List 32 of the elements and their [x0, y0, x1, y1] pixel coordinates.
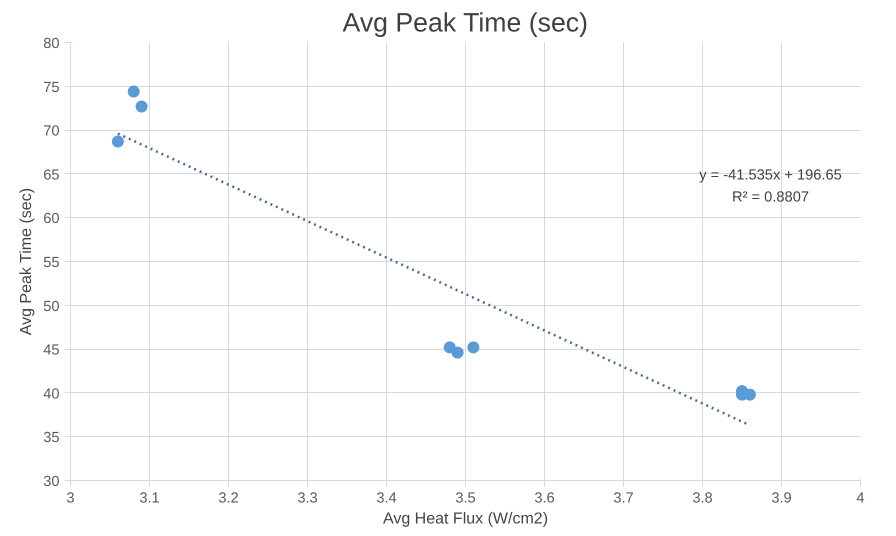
- point: [128, 86, 140, 98]
- x-tick-label: 3.2: [218, 490, 239, 506]
- x-tick-label: 3.4: [376, 490, 397, 506]
- chart-title: Avg Peak Time (sec): [342, 8, 588, 38]
- y-axis-title: Avg Peak Time (sec): [18, 188, 36, 336]
- x-tick-label: 3.8: [692, 490, 713, 506]
- y-tick-label: 70: [43, 124, 60, 140]
- y-tick-label: 65: [43, 167, 60, 184]
- x-tick-label: 4: [856, 490, 865, 506]
- x-tick-label: 3.3: [297, 490, 318, 506]
- x-tick-label: 3.6: [534, 490, 555, 506]
- annotation: R² = 0.8807: [732, 190, 809, 206]
- point: [136, 100, 148, 112]
- y-tick-label: 75: [43, 80, 60, 96]
- point: [112, 136, 124, 148]
- y-tick-label: 55: [43, 255, 60, 271]
- y-tick-label: 35: [43, 430, 60, 446]
- y-tick-label: 50: [43, 298, 60, 315]
- annotation: y = -41.535x + 196.65: [699, 168, 842, 184]
- y-tick-label: 40: [43, 386, 60, 402]
- x-tick-label: 3.9: [771, 490, 792, 506]
- x-tick-label: 3.5: [455, 490, 476, 506]
- x-tick-label: 3.1: [139, 490, 160, 506]
- x-tick-label: 3.7: [613, 490, 634, 506]
- x-tick-label: 3: [66, 490, 75, 506]
- y-tick-label: 30: [43, 474, 60, 490]
- x-axis-title: Avg Heat Flux (W/cm2): [382, 510, 548, 528]
- y-tick-label: 60: [43, 211, 60, 228]
- y-tick-label: 45: [43, 342, 60, 359]
- y-tick-label: 80: [43, 36, 60, 52]
- point: [452, 346, 464, 359]
- point: [467, 341, 480, 354]
